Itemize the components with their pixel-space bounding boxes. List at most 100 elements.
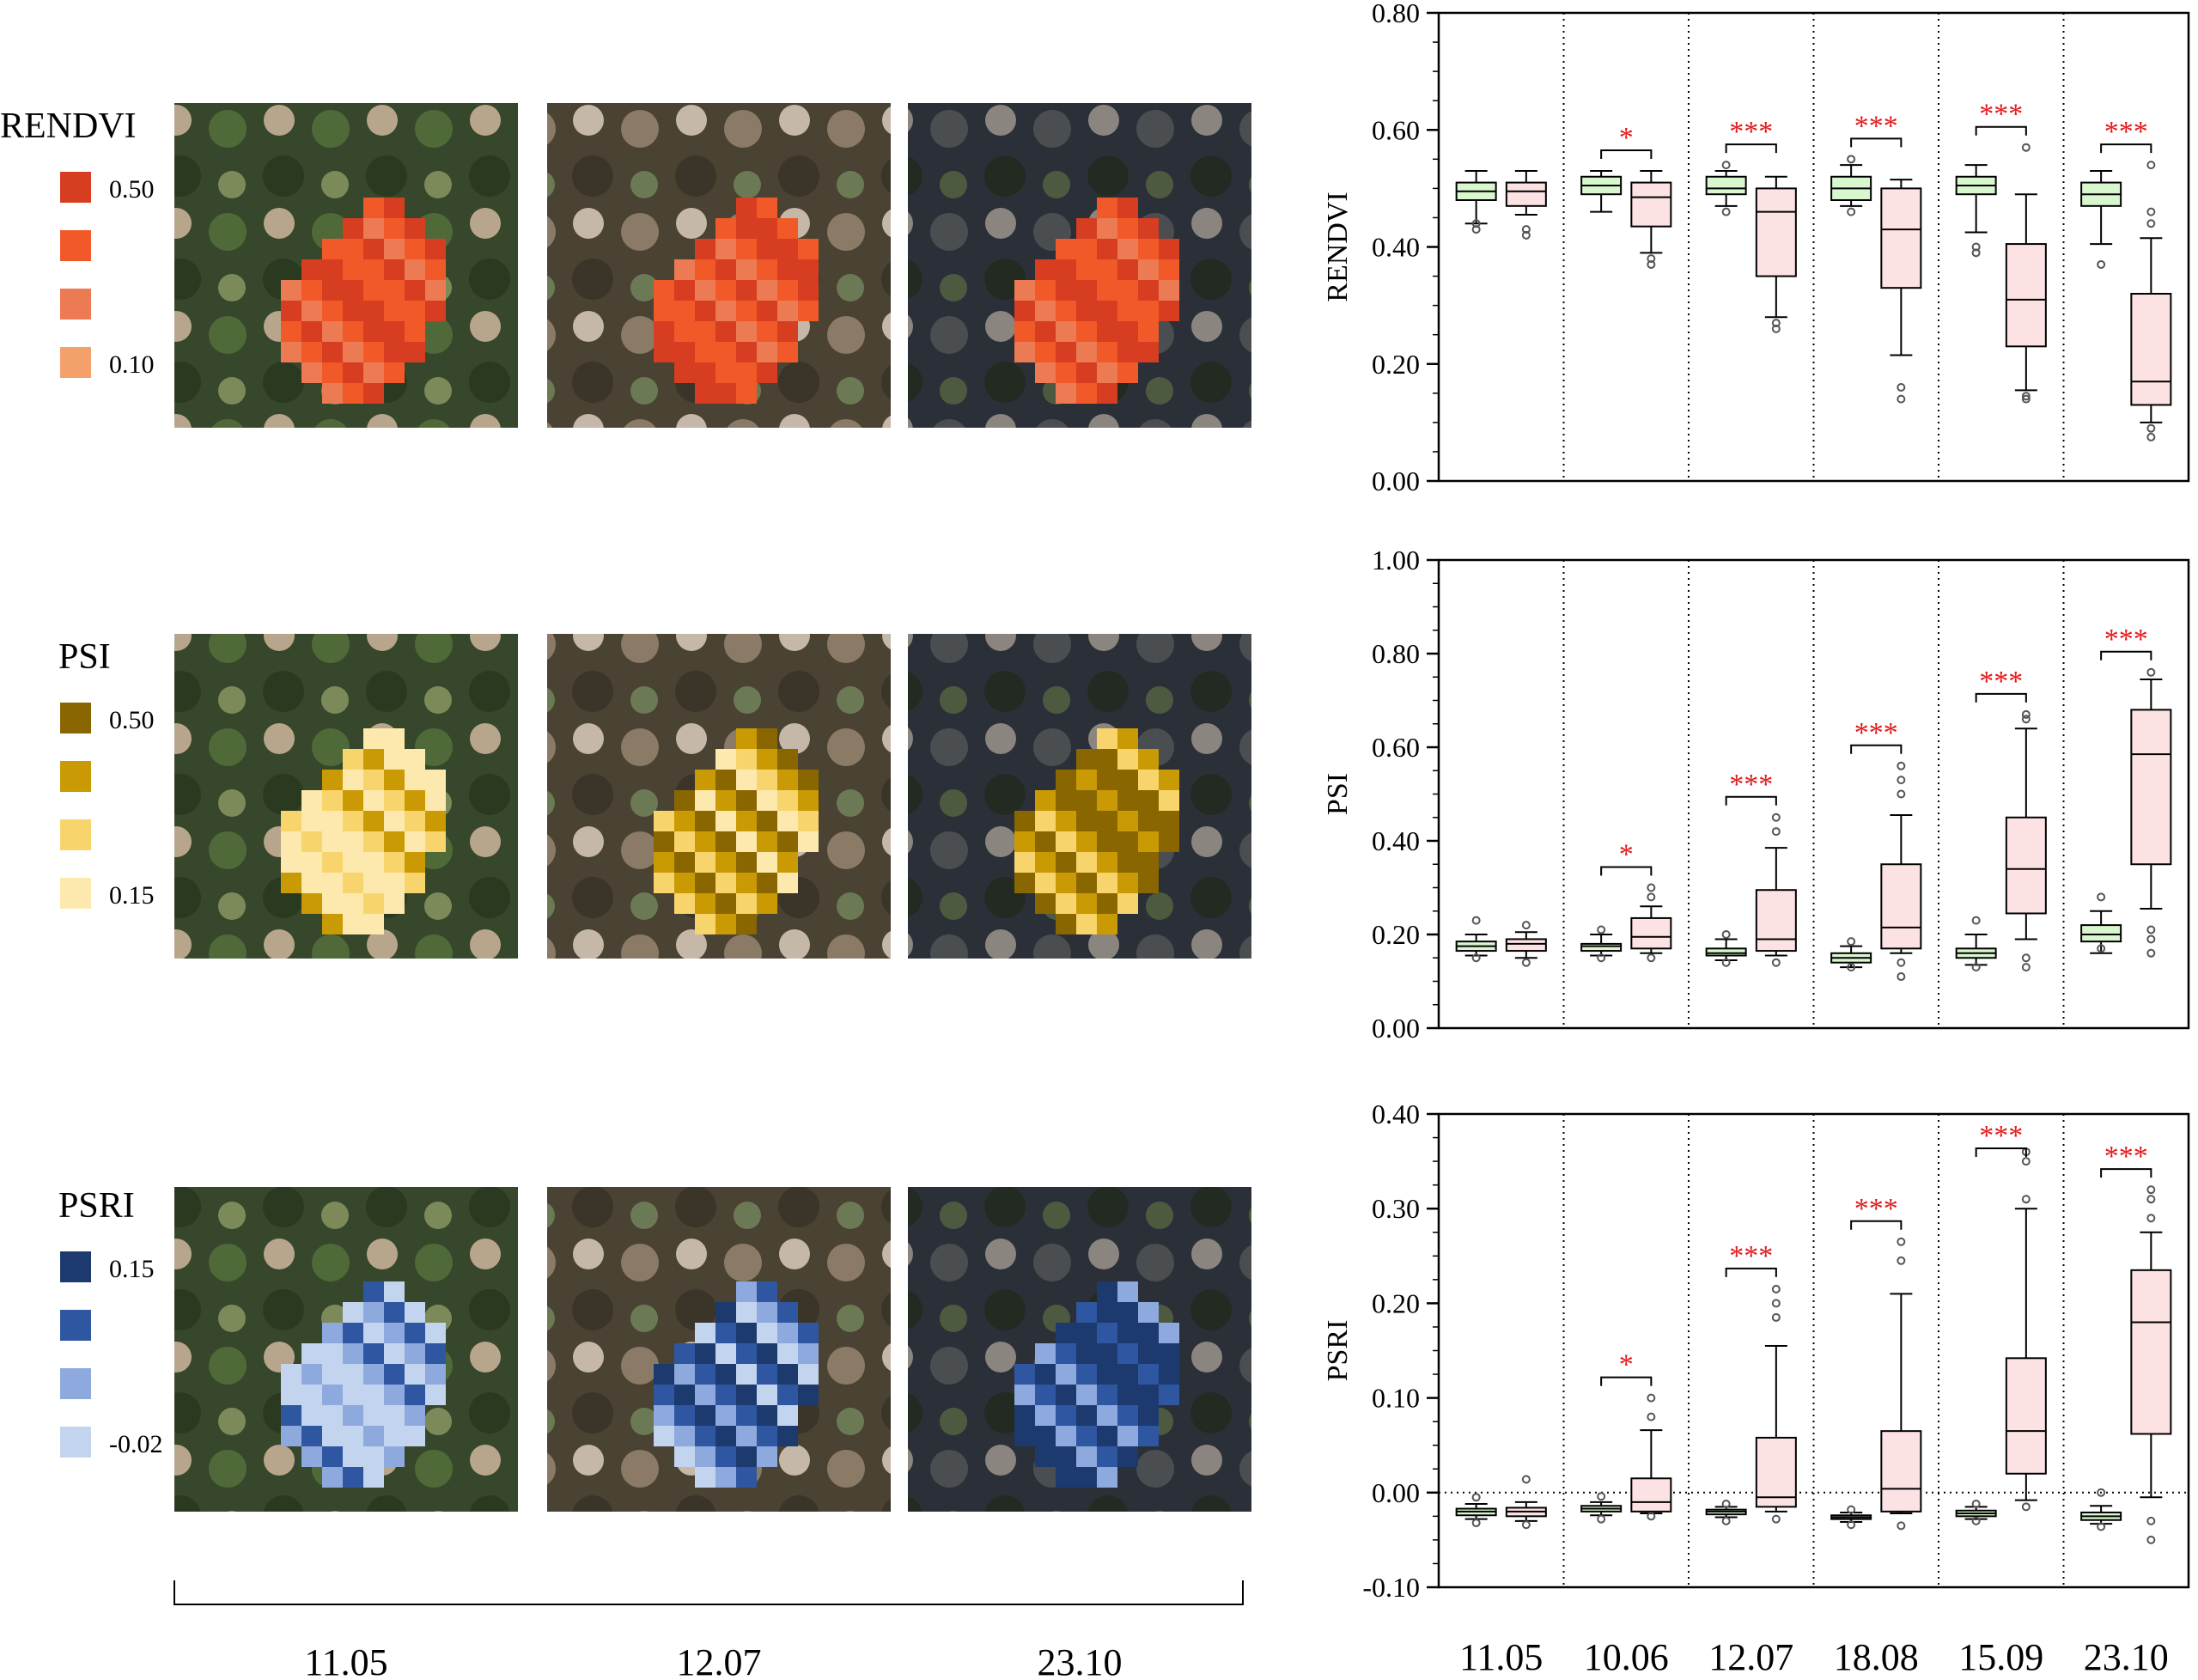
crown-pixel xyxy=(798,1385,819,1405)
crown-pixel xyxy=(363,259,384,280)
crown-pixel xyxy=(425,1364,446,1385)
legend-swatch xyxy=(60,230,91,261)
crown-pixel xyxy=(695,1364,715,1385)
crown-pixel xyxy=(425,770,446,790)
crown-pixel xyxy=(798,259,819,280)
crown-pixel xyxy=(757,770,777,790)
crown-pixel xyxy=(1097,852,1117,873)
crown-pixel xyxy=(363,1385,384,1405)
crown-pixel xyxy=(301,280,322,301)
crown-pixel xyxy=(363,1426,384,1446)
crown-pixel xyxy=(736,218,757,239)
crown-pixel xyxy=(1159,1343,1179,1364)
box-healthy xyxy=(1455,169,1497,234)
crown-pixel xyxy=(1117,749,1138,770)
crown-pixel xyxy=(736,873,757,893)
significance-bracket xyxy=(1850,137,1903,148)
canopy-image xyxy=(174,103,518,428)
crown-pixel xyxy=(1117,321,1138,342)
outlier-point xyxy=(1971,1516,1981,1525)
outlier-point xyxy=(1521,921,1531,930)
box-healthy xyxy=(1455,1493,1497,1528)
box-damaged xyxy=(2005,1147,2047,1512)
crown-pixel xyxy=(322,893,343,914)
outlier-point xyxy=(1971,963,1981,972)
crown-pixel xyxy=(322,362,343,383)
iqr-box xyxy=(1880,1430,1922,1513)
crown-pixel xyxy=(301,342,322,362)
crown-pixel xyxy=(301,873,322,893)
crown-pixel xyxy=(1076,852,1097,873)
outlier-point xyxy=(1647,259,1656,269)
outlier-point xyxy=(2146,1195,2156,1204)
outlier-point xyxy=(2021,392,2031,401)
legend-max-label: 0.50 xyxy=(109,706,155,734)
significance-label: *** xyxy=(2104,116,2148,148)
crown-pixel xyxy=(301,893,322,914)
crown-pixel xyxy=(777,1343,798,1364)
crown-pixel xyxy=(322,770,343,790)
crown-pixel xyxy=(715,914,736,934)
crown-pixel xyxy=(777,1323,798,1343)
crown-pixel xyxy=(777,1364,798,1385)
crown-pixel xyxy=(1076,790,1097,811)
crown-pixel xyxy=(654,280,674,301)
crown-pixel xyxy=(425,259,446,280)
crown-pixel xyxy=(654,1364,674,1385)
outlier-point xyxy=(1847,1505,1856,1514)
crown-pixel xyxy=(405,749,425,770)
crown-pixel xyxy=(343,218,363,239)
crown-pixel xyxy=(1117,1364,1138,1385)
crown-pixel xyxy=(757,218,777,239)
crown-pixel xyxy=(1097,1281,1117,1302)
crown-pixel xyxy=(301,1405,322,1426)
outlier-point xyxy=(1647,892,1656,902)
outlier-point xyxy=(1771,319,1781,328)
iqr-box xyxy=(1755,187,1797,277)
plot-frame xyxy=(1437,1112,2190,1589)
outlier-point xyxy=(1521,225,1531,234)
crown-pixel xyxy=(654,321,674,342)
crown-pixel xyxy=(1035,790,1056,811)
significance-bracket xyxy=(1975,692,2027,703)
outlier-point xyxy=(1647,1512,1656,1521)
crown-pixel xyxy=(757,790,777,811)
crown-pixel xyxy=(798,301,819,321)
crown-pixel xyxy=(1014,321,1035,342)
crown-pixel xyxy=(384,1281,405,1302)
crown-pixel xyxy=(736,1467,757,1488)
image-date-labels: 11.05 12.07 23.10 xyxy=(304,1641,1122,1680)
crown-pixel xyxy=(736,1343,757,1364)
iqr-box xyxy=(1880,187,1922,289)
crown-pixel xyxy=(405,259,425,280)
crown-pixel xyxy=(363,852,384,873)
crown-pixel xyxy=(301,831,322,852)
box-damaged xyxy=(1630,169,1672,269)
crown-pixel xyxy=(1117,873,1138,893)
crown-pixel xyxy=(363,1323,384,1343)
crown-pixel xyxy=(757,811,777,831)
crown-pixel xyxy=(736,1426,757,1446)
crown-pixel xyxy=(1117,831,1138,852)
crown-pixel xyxy=(1138,790,1159,811)
legend-swatch xyxy=(60,347,91,378)
crown-pixel xyxy=(757,749,777,770)
crown-pixel xyxy=(736,914,757,934)
crown-pixel xyxy=(736,321,757,342)
significance-label: *** xyxy=(1979,99,2023,131)
index-map-panels: RENDVI 0.50 0.10 PSI 0.50 0.15 PSRI 0.15 -0.02 xyxy=(0,103,1251,1512)
canopy-image xyxy=(174,1187,518,1512)
crown-pixel xyxy=(1076,362,1097,383)
crown-pixel xyxy=(1117,728,1138,749)
crown-pixel xyxy=(343,342,363,362)
crown-pixel xyxy=(1117,1446,1138,1467)
crown-pixel xyxy=(1097,1343,1117,1364)
crown-pixel xyxy=(736,342,757,362)
outlier-point xyxy=(1771,324,1781,333)
crown-pixel xyxy=(1097,914,1117,934)
outlier-point xyxy=(1897,972,1906,982)
crown-pixel xyxy=(363,1302,384,1323)
crown-pixel xyxy=(715,811,736,831)
legend-title: RENDVI xyxy=(0,107,137,146)
